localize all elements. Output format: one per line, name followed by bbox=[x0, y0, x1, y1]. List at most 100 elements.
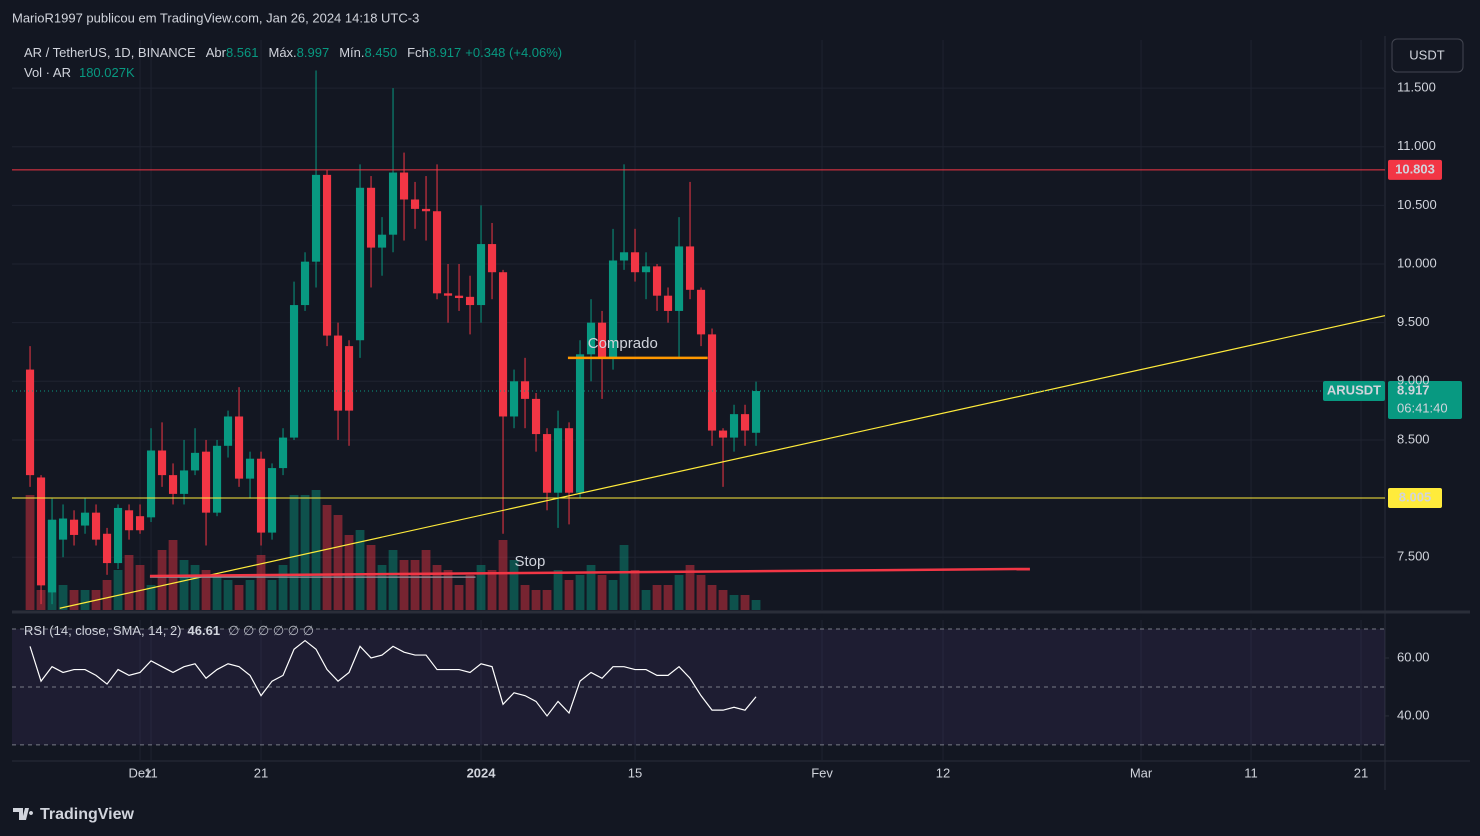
volume-bar bbox=[135, 565, 145, 610]
rsi-legend: RSI (14, close, SMA, 14, 2) 46.61 ∅ ∅ ∅ ∅ … bbox=[24, 623, 314, 638]
x-tick-label: 15 bbox=[628, 765, 642, 780]
legend-key: Mín. bbox=[339, 45, 364, 60]
countdown: 06:41:40 bbox=[1397, 400, 1448, 415]
volume-bar bbox=[663, 585, 673, 610]
candle-body bbox=[366, 187, 376, 248]
rsi-pane bbox=[12, 620, 1385, 760]
candle-body bbox=[36, 477, 46, 586]
volume-bar bbox=[630, 570, 640, 610]
volume-bar bbox=[707, 585, 717, 610]
volume-bar bbox=[278, 565, 288, 610]
volume-bar bbox=[223, 580, 233, 610]
volume-bar bbox=[69, 590, 79, 610]
y-tick-label: 9.000 bbox=[1397, 373, 1430, 388]
candle-body bbox=[344, 346, 354, 411]
volume-bar bbox=[553, 570, 563, 610]
volume-bar bbox=[410, 560, 420, 610]
volume-bar bbox=[718, 590, 728, 610]
rsi-band bbox=[12, 628, 1385, 745]
rsi-title: RSI (14, close, SMA, 14, 2) bbox=[24, 623, 182, 638]
volume-bar bbox=[102, 580, 112, 610]
candle-body bbox=[69, 519, 79, 535]
y-tick-label: 11.000 bbox=[1397, 138, 1436, 153]
volume-bar bbox=[113, 570, 123, 610]
volume-bar bbox=[476, 565, 486, 610]
volume-bar bbox=[322, 505, 332, 610]
volume-bar bbox=[344, 535, 354, 610]
price-label: 10.803 bbox=[1395, 161, 1435, 176]
y-tick-label: 7.500 bbox=[1397, 549, 1430, 564]
candle-body bbox=[740, 414, 750, 431]
candle-body bbox=[322, 174, 332, 336]
candle-body bbox=[410, 199, 420, 209]
candle-body bbox=[608, 260, 618, 358]
volume-bar bbox=[289, 495, 299, 610]
candle-body bbox=[289, 305, 299, 438]
volume-bar bbox=[179, 560, 189, 610]
candle-body bbox=[641, 266, 651, 273]
x-tick-label: Mar bbox=[1130, 765, 1153, 780]
volume-bar bbox=[751, 599, 761, 610]
candle-body bbox=[498, 272, 508, 417]
candle-body bbox=[630, 252, 640, 273]
volume-bar bbox=[58, 585, 68, 610]
candle-body bbox=[487, 244, 497, 273]
volume-bar bbox=[201, 570, 211, 610]
candle-body bbox=[597, 322, 607, 358]
candle-body bbox=[245, 458, 255, 479]
volume-bar bbox=[234, 585, 244, 610]
volume-bar bbox=[520, 585, 530, 610]
legend-key: Fch bbox=[407, 45, 429, 60]
currency-button-label[interactable]: USDT bbox=[1409, 47, 1444, 62]
x-tick-label: 11 bbox=[144, 765, 158, 780]
volume-bar bbox=[641, 590, 651, 610]
candle-body bbox=[388, 172, 398, 235]
y-tick-label: 8.500 bbox=[1397, 431, 1430, 446]
candle-body bbox=[146, 450, 156, 518]
volume-bar bbox=[509, 560, 519, 610]
candle-body bbox=[355, 187, 365, 341]
volume-bar bbox=[597, 575, 607, 610]
candle-body bbox=[685, 246, 695, 290]
volume-bar bbox=[355, 530, 365, 610]
candle-body bbox=[586, 322, 596, 355]
candle-body bbox=[718, 430, 728, 438]
volume-bar bbox=[190, 565, 200, 610]
volume-value: 180.027K bbox=[79, 65, 135, 80]
candle-body bbox=[179, 470, 189, 494]
x-tick-label: 21 bbox=[254, 765, 268, 780]
candle-body bbox=[168, 475, 178, 494]
x-tick-label: Dez bbox=[128, 765, 151, 780]
volume-bar bbox=[443, 570, 453, 610]
legend-title: AR / TetherUS, 1D, BINANCE bbox=[24, 45, 196, 60]
candle-body bbox=[80, 512, 90, 526]
volume-bar bbox=[652, 585, 662, 610]
volume-bar bbox=[25, 495, 35, 610]
candle-body bbox=[333, 335, 343, 411]
volume-bar bbox=[388, 550, 398, 610]
candle-body bbox=[234, 416, 244, 479]
legend: AR / TetherUS, 1D, BINANCE Abr8.561 Máx.8.… bbox=[24, 45, 562, 60]
legend-value: 8.450 bbox=[365, 45, 398, 60]
candle-body bbox=[432, 211, 442, 294]
x-tick-label: 11 bbox=[1244, 765, 1258, 780]
y-tick-label: 11.500 bbox=[1397, 80, 1436, 95]
volume-bar bbox=[311, 490, 321, 610]
currency-button[interactable] bbox=[1391, 38, 1464, 73]
candle-body bbox=[619, 252, 629, 261]
rsi-line bbox=[29, 639, 757, 717]
candle-body bbox=[399, 172, 409, 200]
last-price-label: 8.917 bbox=[1397, 382, 1430, 397]
volume-bar bbox=[575, 575, 585, 610]
volume-bar bbox=[674, 575, 684, 610]
legend-key: Máx. bbox=[269, 45, 297, 60]
legend-value: 8.561 bbox=[226, 45, 259, 60]
candle-body bbox=[553, 428, 563, 493]
logo-mark bbox=[13, 808, 34, 820]
x-tick-label: 12 bbox=[936, 765, 950, 780]
x-tick-label: 21 bbox=[1354, 765, 1368, 780]
candle-body bbox=[135, 516, 145, 531]
rsi-extra: ∅ ∅ ∅ ∅ ∅ ∅ bbox=[228, 623, 314, 638]
